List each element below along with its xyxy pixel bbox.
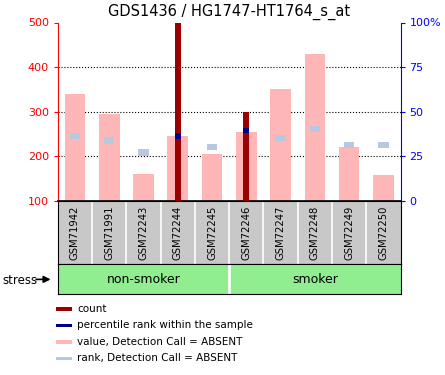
Text: GSM72244: GSM72244 [173, 206, 183, 260]
Text: GSM72250: GSM72250 [378, 206, 388, 260]
FancyBboxPatch shape [56, 357, 72, 360]
FancyBboxPatch shape [56, 324, 72, 327]
Bar [133, 174, 154, 201]
Bar [344, 142, 354, 148]
Text: GSM72246: GSM72246 [241, 206, 251, 260]
Text: GSM72247: GSM72247 [275, 206, 286, 260]
Bar [70, 133, 80, 139]
Bar [275, 135, 286, 141]
Title: GDS1436 / HG1747-HT1764_s_at: GDS1436 / HG1747-HT1764_s_at [108, 3, 350, 20]
FancyBboxPatch shape [56, 308, 72, 310]
Bar [243, 112, 249, 201]
Text: GSM71942: GSM71942 [70, 206, 80, 260]
Text: count: count [77, 304, 107, 314]
Bar [207, 144, 217, 150]
Bar [99, 114, 120, 201]
Bar [270, 89, 291, 201]
Bar [373, 175, 394, 201]
Bar [236, 132, 257, 201]
Bar [104, 137, 114, 144]
Text: stress: stress [2, 274, 37, 287]
Bar [202, 154, 222, 201]
Bar [339, 147, 360, 201]
Text: GSM71991: GSM71991 [104, 206, 114, 260]
Text: non-smoker: non-smoker [107, 273, 180, 286]
Bar [167, 136, 188, 201]
Bar [304, 54, 325, 201]
Text: smoker: smoker [292, 273, 338, 286]
Bar [378, 142, 388, 148]
Text: percentile rank within the sample: percentile rank within the sample [77, 321, 253, 330]
Text: GSM72248: GSM72248 [310, 206, 320, 260]
Text: rank, Detection Call = ABSENT: rank, Detection Call = ABSENT [77, 354, 238, 363]
Bar [65, 94, 85, 201]
FancyBboxPatch shape [56, 340, 72, 344]
Text: value, Detection Call = ABSENT: value, Detection Call = ABSENT [77, 337, 243, 347]
Bar [138, 149, 149, 156]
Text: GSM72249: GSM72249 [344, 206, 354, 260]
Bar [310, 126, 320, 132]
Bar [243, 128, 249, 133]
Text: GSM72243: GSM72243 [138, 206, 149, 260]
Text: GSM72245: GSM72245 [207, 206, 217, 260]
Bar [175, 22, 181, 201]
Bar [175, 134, 181, 139]
